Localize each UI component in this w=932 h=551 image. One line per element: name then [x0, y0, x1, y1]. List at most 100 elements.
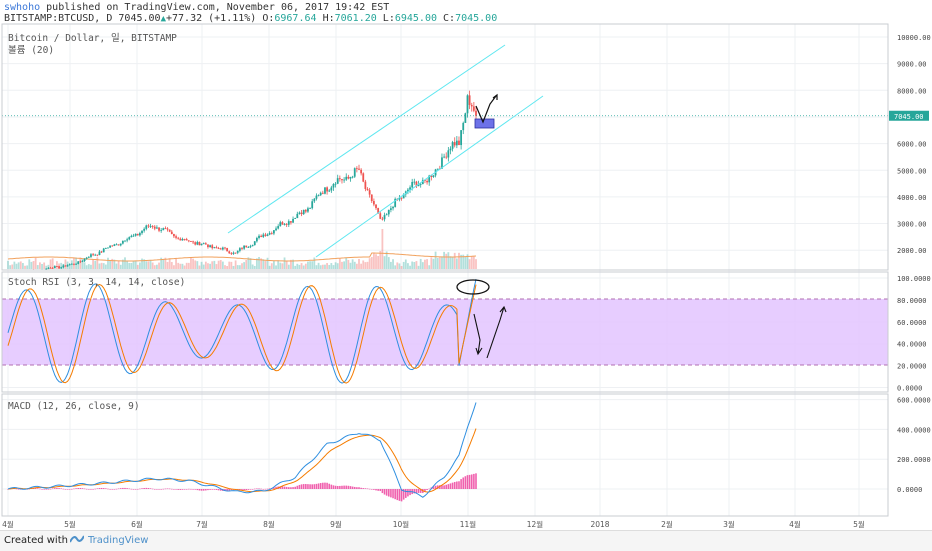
candle-body [355, 168, 358, 170]
volume-bar [238, 265, 241, 269]
volume-bar [211, 261, 214, 269]
candle-body [87, 256, 90, 258]
volume-bar [13, 261, 16, 269]
volume-bar [372, 253, 375, 269]
publish-text: published on TradingView.com, November 0… [46, 2, 390, 13]
macd-histogram-bar [464, 476, 467, 489]
volume-bar [115, 263, 118, 269]
volume-bar [111, 258, 114, 269]
stoch-tick-label: 20.0000 [897, 363, 927, 371]
macd-histogram-bar [370, 489, 373, 490]
macd-histogram-bar [336, 485, 339, 489]
candle-body [383, 215, 386, 220]
candle-body [158, 227, 160, 231]
volume-bar [17, 262, 20, 269]
macd-histogram-bar [211, 489, 214, 490]
volume-bar [138, 262, 141, 269]
macd-histogram-bar [134, 489, 137, 490]
macd-histogram-bar [264, 488, 267, 490]
candle-body [166, 228, 169, 230]
macd-histogram-bar [334, 485, 337, 489]
volume-bar [400, 265, 403, 269]
macd-histogram-bar [230, 489, 233, 491]
volume-bar [304, 263, 307, 269]
candle-body [151, 226, 154, 227]
volume-bar [143, 259, 146, 269]
macd-histogram-bar [400, 489, 403, 502]
candle-body [387, 209, 390, 215]
macd-histogram-bar [105, 488, 107, 489]
volume-bar [249, 258, 252, 269]
macd-histogram-bar [43, 489, 45, 490]
volume-bar [355, 263, 358, 269]
macd-histogram-bar [194, 489, 196, 490]
volume-bar [324, 264, 326, 269]
candle-body [255, 237, 258, 242]
x-tick-label: 4월 [789, 519, 801, 529]
candle-body [136, 233, 139, 236]
candle-body [213, 247, 216, 249]
price-tick-label: 6000.00 [897, 141, 927, 149]
chart-area[interactable]: 10000.009000.008000.007000.006000.005000… [0, 0, 932, 530]
candle-body [309, 208, 311, 209]
macd-histogram-bar [68, 489, 71, 490]
volume-bar [98, 263, 101, 269]
volume-bar [281, 263, 284, 269]
tradingview-brand-link[interactable]: TradingView [88, 535, 149, 546]
macd-histogram-bar [302, 484, 305, 489]
volume-bar [90, 264, 92, 269]
macd-histogram-bar [356, 487, 358, 489]
candle-body [245, 245, 248, 248]
macd-histogram-bar [453, 481, 456, 489]
volume-bar [109, 260, 112, 269]
macd-histogram-bar [202, 489, 205, 491]
macd-histogram-bar [441, 485, 443, 489]
volume-bar [447, 252, 450, 269]
volume-bar [166, 261, 169, 269]
candle-body [51, 267, 54, 269]
volume-bar [300, 263, 303, 269]
candle-body [317, 195, 320, 196]
candle-body [221, 247, 224, 250]
candle-body [449, 148, 452, 151]
macd-histogram-bar [153, 488, 156, 490]
volume-bar [87, 264, 90, 269]
macd-histogram-bar [324, 482, 326, 489]
candle-body [66, 265, 69, 267]
macd-histogram-bar [407, 489, 409, 497]
candle-body [224, 247, 226, 249]
price-tick-label: 5000.00 [897, 167, 927, 175]
volume-bar [245, 259, 248, 269]
macd-histogram-bar [260, 488, 262, 490]
volume-bar [192, 258, 194, 269]
macd-histogram-bar [183, 489, 186, 490]
volume-bar [153, 265, 156, 269]
last-price-marker [889, 110, 929, 121]
stoch-tick-label: 60.0000 [897, 319, 927, 327]
volume-bar [202, 264, 205, 269]
candle-body [302, 209, 305, 215]
volume-bar [451, 256, 454, 269]
volume-bar [198, 265, 201, 269]
volume-bar [226, 265, 229, 269]
candle-body [79, 261, 82, 263]
macd-histogram-bar [379, 489, 382, 492]
macd-histogram-bar [196, 489, 199, 491]
volume-bar [436, 257, 439, 269]
volume-bar [402, 261, 405, 269]
volume-bar [326, 263, 328, 269]
volume-bar [102, 263, 105, 269]
volume-bar [196, 261, 199, 269]
macd-histogram-bar [439, 485, 441, 489]
candle-body [260, 235, 263, 237]
macd-pane-title: MACD (12, 26, close, 9) [8, 401, 140, 412]
macd-histogram-bar [75, 488, 77, 489]
volume-bar [117, 260, 120, 269]
candle-body [194, 242, 197, 245]
macd-histogram-bar [83, 488, 86, 490]
candle-body [300, 212, 303, 215]
candle-body [219, 248, 222, 250]
macd-histogram-bar [305, 484, 307, 489]
macd-histogram-bar [285, 486, 288, 489]
author-link[interactable]: swhoho [4, 2, 41, 13]
